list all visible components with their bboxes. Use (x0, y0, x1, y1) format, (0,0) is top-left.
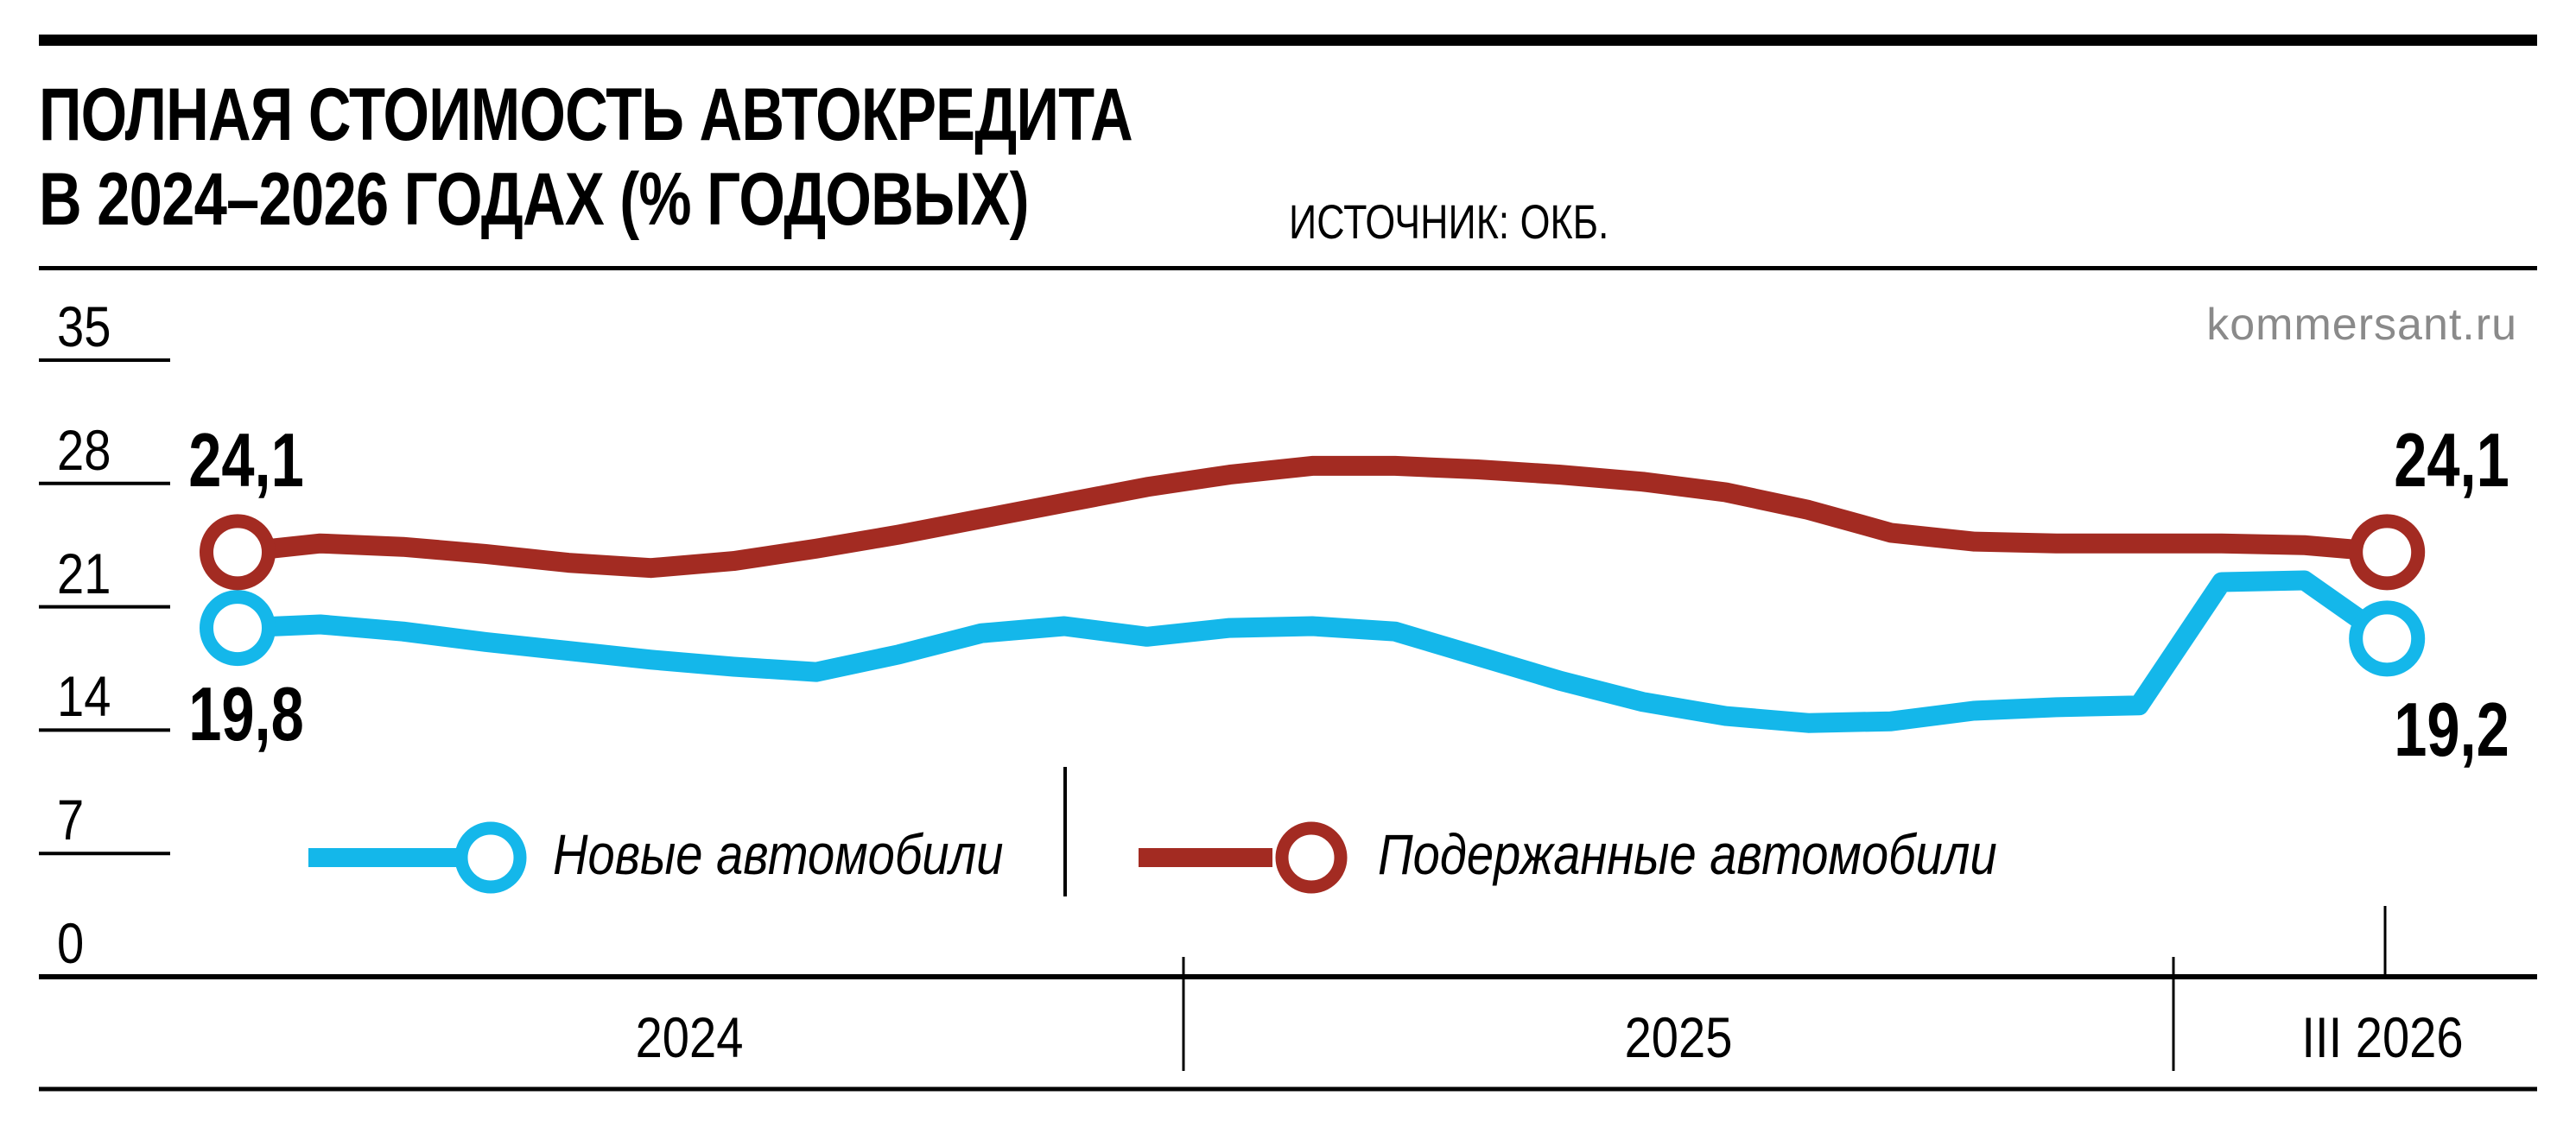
chart-title-line2: В 2024–2026 ГОДАХ (% ГОДОВЫХ) (39, 158, 1030, 242)
x-axis-label-2024: 2024 (635, 1005, 744, 1069)
legend-label-used-cars: Подержанные автомобили (1378, 822, 1997, 886)
x-axis-label-iii-2026: III 2026 (2301, 1005, 2464, 1069)
x-axis-label-2025: 2025 (1624, 1005, 1733, 1069)
y-axis-label: 14 (57, 664, 111, 729)
header-divider (39, 266, 2537, 270)
watermark: kommersant.ru (2206, 300, 2517, 350)
marker-end-new-cars (2349, 600, 2426, 677)
value-label-new-cars-end: 19,2 (2394, 687, 2509, 773)
value-label-new-cars-start: 19,8 (188, 671, 304, 757)
legend-label-new-cars: Новые автомобили (553, 822, 1004, 886)
source-label: ИСТОЧНИК: ОКБ. (1289, 194, 1609, 249)
y-axis-label: 0 (57, 911, 85, 975)
series-line-used-cars (227, 455, 2397, 579)
chart-title: ПОЛНАЯ СТОИМОСТЬ АВТОКРЕДИТА В 2024–2026… (39, 73, 1133, 242)
chart-title-line1: ПОЛНАЯ СТОИМОСТЬ АВТОКРЕДИТА (39, 73, 1133, 156)
marker-end-used-cars (2349, 514, 2426, 591)
value-label-used-cars-end: 24,1 (2394, 417, 2509, 504)
marker-start-new-cars (200, 590, 276, 667)
series-line-new-cars (227, 570, 2397, 733)
y-axis-label: 28 (57, 417, 111, 482)
marker-start-used-cars (200, 514, 276, 591)
y-axis-label: 21 (57, 541, 111, 605)
y-axis-label: 7 (57, 788, 85, 852)
legend-marker-new-cars (454, 821, 527, 894)
value-label-used-cars-start: 24,1 (188, 417, 304, 504)
top-accent-bar (39, 35, 2537, 46)
legend-marker-used-cars (1275, 821, 1348, 894)
y-axis-label: 35 (57, 294, 111, 358)
